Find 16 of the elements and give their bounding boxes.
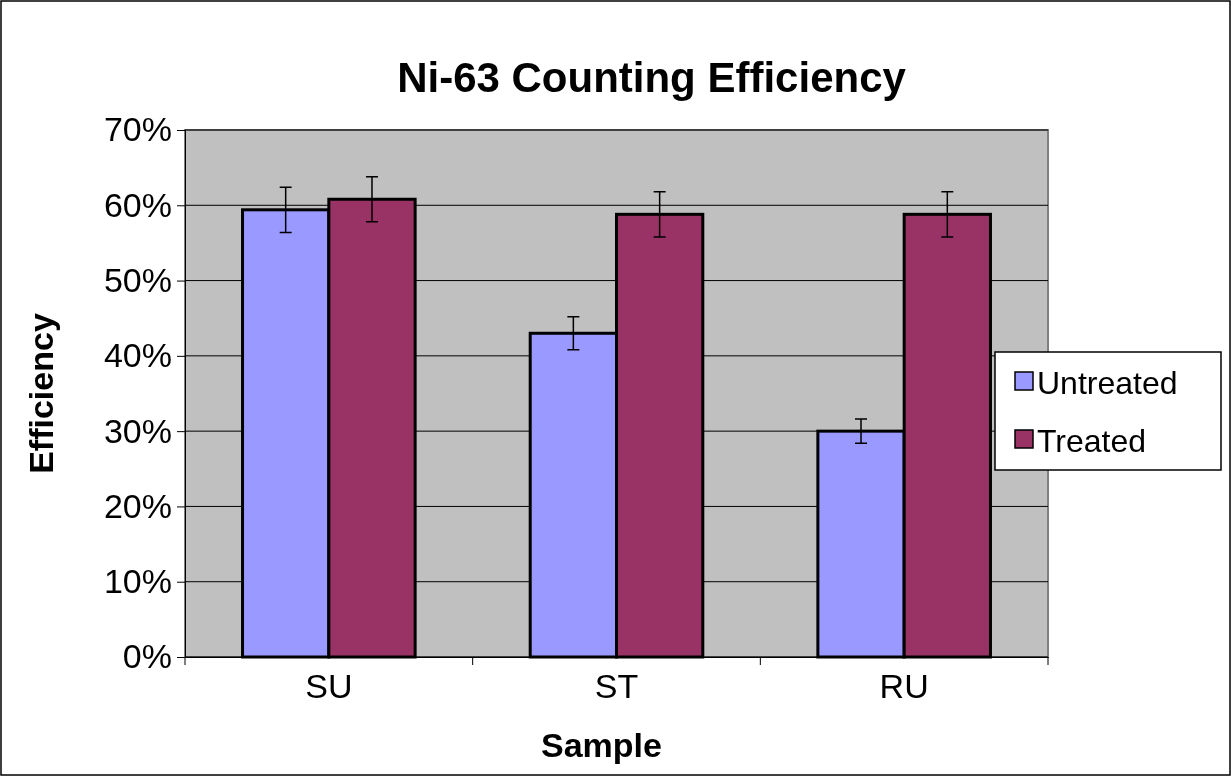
y-tick-label: 30%	[103, 411, 172, 450]
legend-label: Untreated	[1037, 365, 1178, 401]
legend-label: Treated	[1037, 423, 1147, 459]
x-axis-title: Sample	[541, 726, 662, 764]
y-tick-label: 60%	[103, 185, 172, 224]
x-tick-label: RU	[879, 667, 929, 705]
y-tick-label: 70%	[103, 110, 172, 149]
y-axis-title: Efficiency	[22, 313, 60, 474]
y-tick-label: 10%	[103, 562, 172, 601]
y-tick-label: 0%	[122, 637, 172, 676]
y-tick-label: 50%	[103, 260, 172, 299]
chart-title: Ni-63 Counting Efficiency	[397, 54, 907, 101]
x-tick-label: SU	[305, 667, 353, 705]
y-tick-label: 20%	[103, 486, 172, 525]
y-tick-label: 40%	[103, 336, 172, 375]
x-tick-label: ST	[594, 667, 639, 705]
